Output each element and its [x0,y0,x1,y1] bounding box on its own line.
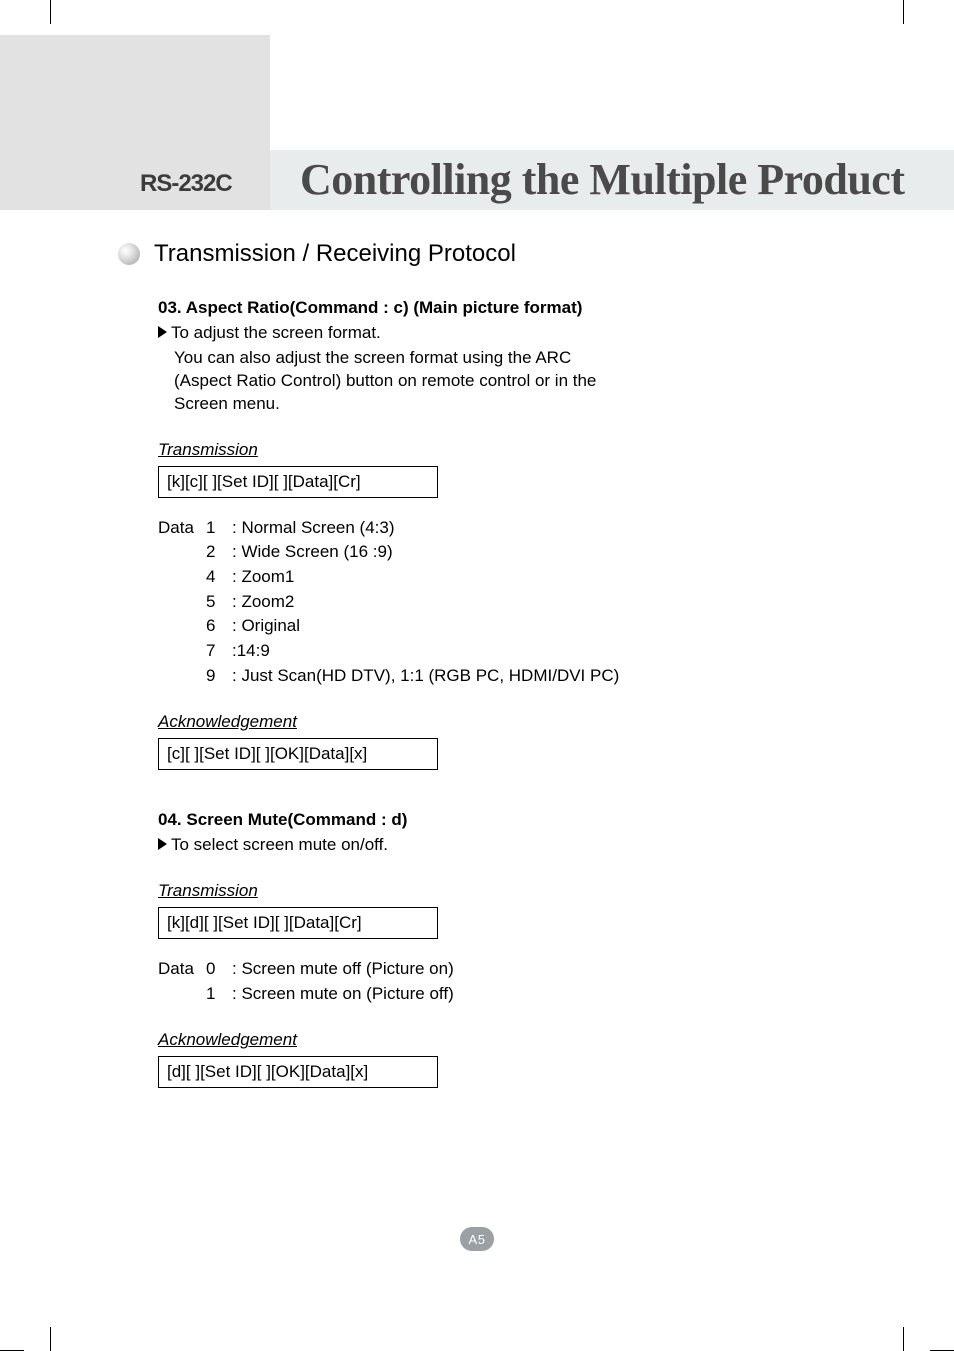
page-number: A5 [469,1232,486,1247]
data-value-list: Data 1 : Normal Screen (4:3) 2 : Wide Sc… [158,516,838,688]
data-row: 7 :14:9 [158,639,838,664]
data-text: : Original [232,614,300,639]
data-text: : Screen mute on (Picture off) [232,982,454,1007]
data-text: : Screen mute off (Picture on) [232,957,454,982]
command-desc: To adjust the screen format. [171,322,381,345]
page-content: Transmission / Receiving Protocol 03. As… [118,240,838,1106]
transmission-code: [k][d][ ][Set ID][ ][Data][Cr] [158,907,438,939]
acknowledgement-code: [d][ ][Set ID][ ][OK][Data][x] [158,1056,438,1088]
crop-mark [903,0,904,24]
command-desc-row: To adjust the screen format. [158,322,838,345]
command-block-03: 03. Aspect Ratio(Command : c) (Main pict… [158,298,838,770]
data-number: 9 [206,664,232,689]
command-heading: 03. Aspect Ratio(Command : c) (Main pict… [158,298,838,318]
acknowledgement-label: Acknowledgement [158,712,838,732]
data-number: 0 [206,957,232,982]
data-row: Data 0 : Screen mute off (Picture on) [158,957,838,982]
transmission-code: [k][c][ ][Set ID][ ][Data][Cr] [158,466,438,498]
section-heading: Transmission / Receiving Protocol [154,240,516,268]
data-row: 6 : Original [158,614,838,639]
data-number: 1 [206,516,232,541]
data-row: 5 : Zoom2 [158,590,838,615]
data-text: :14:9 [232,639,270,664]
command-desc: To select screen mute on/off. [171,834,388,857]
data-row: 1 : Screen mute on (Picture off) [158,982,838,1007]
crop-mark [50,1327,51,1351]
data-number: 4 [206,565,232,590]
command-desc-line: Screen menu. [174,393,838,416]
command-desc-row: To select screen mute on/off. [158,834,838,857]
data-number: 7 [206,639,232,664]
data-number: 6 [206,614,232,639]
header-badge: RS-232C [140,170,232,198]
data-value-list: Data 0 : Screen mute off (Picture on) 1 … [158,957,838,1006]
section-heading-row: Transmission / Receiving Protocol [118,240,838,268]
transmission-label: Transmission [158,881,838,901]
data-text: : Just Scan(HD DTV), 1:1 (RGB PC, HDMI/D… [232,664,619,689]
data-number: 1 [206,982,232,1007]
command-block-04: 04. Screen Mute(Command : d) To select s… [158,810,838,1088]
data-row: Data 1 : Normal Screen (4:3) [158,516,838,541]
transmission-label: Transmission [158,440,838,460]
command-desc-line: (Aspect Ratio Control) button on remote … [174,370,838,393]
acknowledgement-label: Acknowledgement [158,1030,838,1050]
data-number: 5 [206,590,232,615]
data-row: 4 : Zoom1 [158,565,838,590]
data-prefix: Data [158,957,206,982]
crop-mark [903,1327,904,1351]
data-text: : Zoom1 [232,565,294,590]
crop-mark [50,0,51,24]
triangle-bullet-icon [158,838,167,850]
page-header: Controlling the Multiple Product RS-232C [0,35,954,210]
header-grey-block: RS-232C [0,35,270,210]
data-text: : Wide Screen (16 :9) [232,540,393,565]
page-number-badge: A5 [460,1227,494,1251]
bullet-sphere-icon [118,243,140,265]
triangle-bullet-icon [158,326,167,338]
data-row: 2 : Wide Screen (16 :9) [158,540,838,565]
data-text: : Zoom2 [232,590,294,615]
acknowledgement-code: [c][ ][Set ID][ ][OK][Data][x] [158,738,438,770]
command-desc-line: You can also adjust the screen format us… [174,347,838,370]
data-row: 9 : Just Scan(HD DTV), 1:1 (RGB PC, HDMI… [158,664,838,689]
data-text: : Normal Screen (4:3) [232,516,395,541]
data-prefix: Data [158,516,206,541]
data-number: 2 [206,540,232,565]
command-heading: 04. Screen Mute(Command : d) [158,810,838,830]
page-title: Controlling the Multiple Product [300,150,905,210]
